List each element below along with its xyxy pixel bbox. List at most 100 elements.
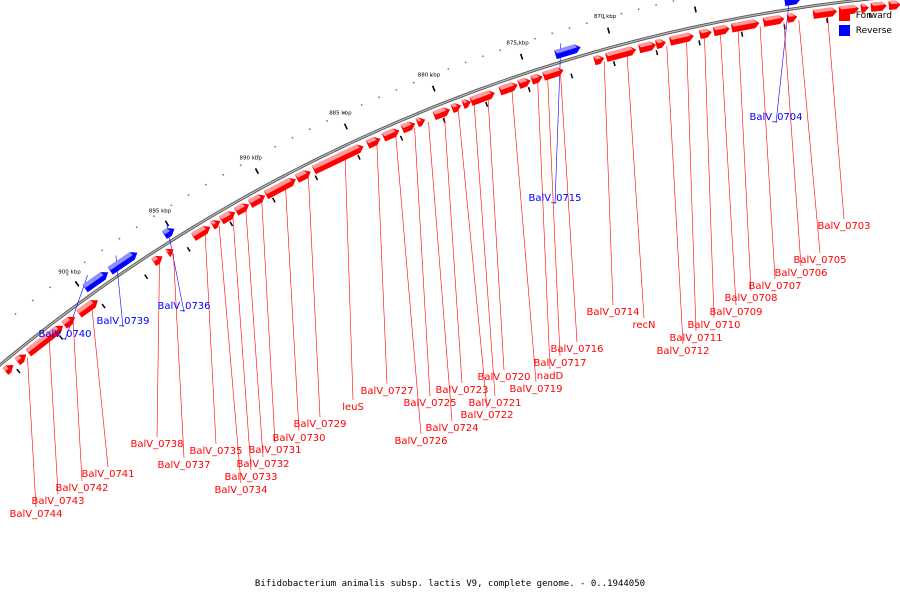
ruler-dot bbox=[83, 261, 86, 264]
gene-label-BalV_0705[interactable]: BalV_0705 bbox=[793, 255, 846, 266]
ruler-dot bbox=[620, 12, 623, 15]
leader-line-nadD bbox=[537, 81, 551, 370]
gene-label-BalV_0737[interactable]: BalV_0737 bbox=[157, 460, 210, 471]
legend-reverse-label: Reverse bbox=[855, 25, 892, 36]
gene-label-BalV_0708[interactable]: BalV_0708 bbox=[724, 293, 777, 304]
gene-label-BalV_0711[interactable]: BalV_0711 bbox=[669, 333, 722, 344]
forward-gene-block-shade bbox=[294, 170, 307, 178]
leader-line-BalV_0717 bbox=[547, 78, 561, 357]
leader-line-BalV_0742 bbox=[72, 322, 83, 482]
kbp-tick-label: 875 kbp bbox=[506, 40, 529, 46]
gene-label-BalV_0721[interactable]: BalV_0721 bbox=[468, 398, 521, 409]
gene-label-BalV_0722[interactable]: BalV_0722 bbox=[460, 410, 513, 421]
gene-label-BalV_0725[interactable]: BalV_0725 bbox=[403, 398, 456, 409]
gene-label-BalV_0739[interactable]: BalV_0739 bbox=[96, 316, 149, 327]
gene-label-BalV_0709[interactable]: BalV_0709 bbox=[709, 307, 762, 318]
ruler-dot bbox=[343, 111, 346, 114]
gene-label-BalV_0733[interactable]: BalV_0733 bbox=[224, 472, 277, 483]
ruler-dot bbox=[499, 49, 502, 52]
forward-gene-block bbox=[263, 177, 296, 200]
ruler-dot bbox=[534, 37, 536, 40]
forward-gene-block-shade bbox=[76, 300, 94, 314]
leader-line-BalV_0722 bbox=[458, 110, 488, 409]
gene-label-BalV_0727[interactable]: BalV_0727 bbox=[360, 386, 413, 397]
forward-swatch bbox=[838, 10, 850, 21]
forward-gene-block-shade bbox=[450, 103, 458, 108]
leader-line-BalV_0732 bbox=[245, 210, 264, 458]
ruler-dot bbox=[568, 27, 571, 29]
reverse-gene-block-shade bbox=[162, 228, 171, 235]
ruler-dot bbox=[585, 22, 588, 24]
gene-label-BalV_0738[interactable]: BalV_0738 bbox=[130, 439, 183, 450]
gene-label-BalV_0724[interactable]: BalV_0724 bbox=[425, 423, 478, 434]
reverse-gene-block-shade bbox=[107, 252, 133, 271]
leader-line-BalV_0731 bbox=[261, 201, 276, 444]
gene-label-BalV_0703[interactable]: BalV_0703 bbox=[817, 221, 870, 232]
forward-gene-block bbox=[311, 144, 364, 175]
lower-tick bbox=[612, 61, 616, 67]
leader-line-BalV_0719 bbox=[511, 90, 537, 383]
ruler-dot bbox=[205, 183, 207, 186]
leader-line-BalV_0723 bbox=[444, 115, 463, 384]
gene-label-BalV_0719[interactable]: BalV_0719 bbox=[509, 384, 562, 395]
leader-line-BalV_0729 bbox=[308, 176, 321, 418]
gene-label-BalV_0735[interactable]: BalV_0735 bbox=[189, 446, 242, 457]
gene-label-BalV_0729[interactable]: BalV_0729 bbox=[293, 419, 346, 430]
gene-label-BalV_0723[interactable]: BalV_0723 bbox=[435, 385, 488, 396]
forward-gene-block-shade bbox=[165, 248, 170, 253]
gene-label-BalV_0717[interactable]: BalV_0717 bbox=[533, 358, 586, 369]
leader-line-BalV_0743 bbox=[49, 340, 59, 495]
gene-label-BalV_0743[interactable]: BalV_0743 bbox=[31, 496, 84, 507]
lower-tick bbox=[58, 334, 64, 340]
gene-label-BalV_0710[interactable]: BalV_0710 bbox=[687, 320, 740, 331]
ruler-dot bbox=[187, 194, 190, 196]
gene-label-BalV_0706[interactable]: BalV_0706 bbox=[774, 268, 827, 279]
gene-label-BalV_0730[interactable]: BalV_0730 bbox=[272, 433, 325, 444]
gene-label-BalV_0736[interactable]: BalV_0736 bbox=[157, 301, 210, 312]
gene-label-BalV_0714[interactable]: BalV_0714 bbox=[586, 307, 639, 318]
gene-label-BalV_0716[interactable]: BalV_0716 bbox=[550, 344, 603, 355]
ruler-dot bbox=[118, 237, 121, 240]
forward-gene-block-shade bbox=[151, 255, 159, 262]
ruler-dot bbox=[447, 68, 450, 70]
ruler-dot bbox=[135, 226, 138, 229]
leader-line-BalV_0706 bbox=[783, 22, 802, 267]
leader-line-BalV_0724 bbox=[428, 121, 453, 422]
gene-label-BalV_0734[interactable]: BalV_0734 bbox=[214, 485, 267, 496]
leader-line-BalV_0730 bbox=[285, 188, 300, 432]
gene-label-BalV_0742[interactable]: BalV_0742 bbox=[55, 483, 108, 494]
backbone-highlight bbox=[0, 0, 866, 366]
gene-label-BalV_0740[interactable]: BalV_0740 bbox=[38, 329, 91, 340]
sequence-ruler-dots bbox=[14, 0, 871, 374]
gene-label-BalV_0712[interactable]: BalV_0712 bbox=[656, 346, 709, 357]
ruler-dot bbox=[222, 173, 225, 176]
gene-label-leuS[interactable]: leuS bbox=[342, 402, 364, 413]
leader-line-BalV_0715 bbox=[554, 43, 562, 205]
leader-line-BalV_0741 bbox=[91, 308, 109, 468]
gene-label-BalV_0744[interactable]: BalV_0744 bbox=[9, 509, 62, 520]
lower-tick bbox=[655, 50, 659, 56]
reverse-swatch bbox=[838, 25, 850, 36]
legend-reverse: Reverse bbox=[838, 23, 892, 38]
gene-label-recN[interactable]: recN bbox=[632, 320, 655, 331]
ruler-dot bbox=[257, 154, 259, 157]
gene-label-BalV_0715[interactable]: BalV_0715 bbox=[528, 193, 581, 204]
gene-label-nadD[interactable]: nadD bbox=[537, 371, 564, 382]
reverse-gene-block bbox=[107, 252, 138, 275]
forward-gene-block-shade bbox=[381, 128, 396, 137]
ruler-dot bbox=[464, 61, 467, 64]
kbp-tick-label: 900 kbp bbox=[58, 269, 81, 275]
forward-gene-block-shade bbox=[432, 107, 447, 115]
kbp-tick-label: 880 kbp bbox=[418, 73, 441, 79]
ruler-dot bbox=[274, 145, 277, 148]
gene-label-BalV_0720[interactable]: BalV_0720 bbox=[477, 372, 530, 383]
forward-gene-block-shade bbox=[469, 90, 492, 101]
gene-label-BalV_0707[interactable]: BalV_0707 bbox=[748, 281, 801, 292]
gene-label-BalV_0732[interactable]: BalV_0732 bbox=[236, 459, 289, 470]
leader-line-BalV_0726 bbox=[395, 135, 422, 435]
leader-line-BalV_0721 bbox=[473, 104, 496, 397]
gene-label-BalV_0731[interactable]: BalV_0731 bbox=[248, 445, 301, 456]
gene-label-BalV_0704[interactable]: BalV_0704 bbox=[749, 112, 802, 123]
gene-label-BalV_0741[interactable]: BalV_0741 bbox=[81, 469, 134, 480]
gene-label-BalV_0726[interactable]: BalV_0726 bbox=[394, 436, 447, 447]
